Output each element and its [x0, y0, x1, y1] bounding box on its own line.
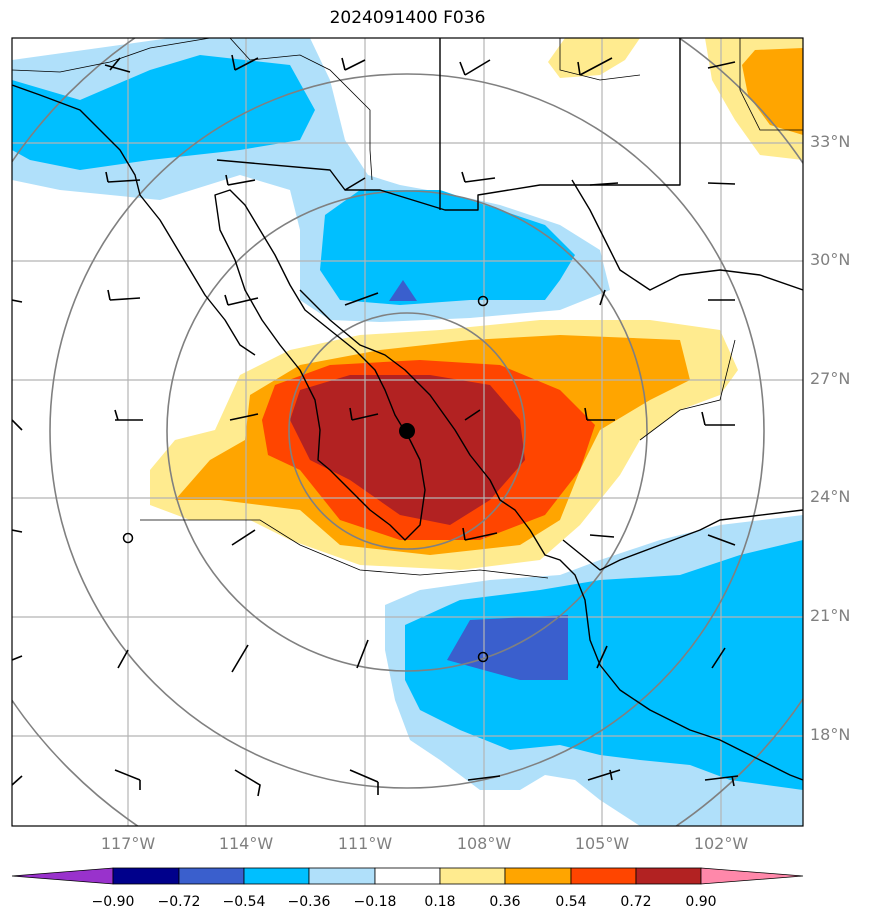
shading-blue-central: [320, 190, 575, 305]
colorbar-tick-label: 0.54: [555, 894, 587, 910]
colorbar-segment: [243, 867, 310, 885]
lon-label: 105°W: [574, 834, 630, 853]
colorbar-segment: [635, 867, 702, 885]
lon-label: 114°W: [218, 834, 274, 853]
shading-yellow-ne: [548, 38, 640, 78]
coastlines: [12, 38, 803, 781]
colorbar-extend-low: [11, 867, 114, 885]
shading-blue-nw: [12, 55, 315, 170]
open-circle-marker: [477, 295, 489, 307]
colorbar-tick-label: −0.90: [91, 894, 135, 910]
lon-label: 111°W: [337, 834, 393, 853]
lon-label: 108°W: [456, 834, 512, 853]
colorbar-tick-label: 0.90: [685, 894, 717, 910]
colorbar-tick-label: 0.18: [424, 894, 456, 910]
open-circle-marker: [122, 532, 134, 544]
wind-barbs: [12, 54, 739, 797]
colorbar-tick-label: −0.36: [287, 894, 331, 910]
shading-dark-red-central: [290, 375, 525, 525]
gridlines: [12, 38, 803, 826]
colorbar-segment: [374, 867, 441, 885]
lat-label: 24°N: [810, 487, 851, 506]
colorbar-segment: [308, 867, 376, 885]
lat-label: 33°N: [810, 132, 851, 151]
lon-label: 117°W: [100, 834, 156, 853]
colorbar-tick-label: −0.54: [222, 894, 266, 910]
colorbar-tick-label: −0.18: [353, 894, 397, 910]
map-frame: [11, 37, 804, 827]
center-dot: [399, 423, 415, 439]
colorbar-segment: [439, 867, 506, 885]
colorbar-tick-label: −0.72: [157, 894, 201, 910]
triangle-marker: [389, 280, 417, 301]
open-circle-marker: [477, 651, 489, 663]
lat-label: 21°N: [810, 606, 851, 625]
shading-dark-blue-se: [447, 615, 568, 680]
colorbar-segment: [570, 867, 637, 885]
colorbar: [11, 867, 804, 885]
colorbar-tick-label: 0.72: [620, 894, 652, 910]
colorbar-extend-high: [700, 867, 804, 885]
map-title: 2024091400 F036: [329, 8, 486, 28]
lon-label: 102°W: [693, 834, 749, 853]
colorbar-tick-label: 0.36: [489, 894, 521, 910]
shading-blue-se: [405, 540, 803, 790]
lat-label: 18°N: [810, 725, 851, 744]
shading-orange-ne: [742, 48, 803, 135]
lat-label: 27°N: [810, 369, 851, 388]
colorbar-segment: [504, 867, 572, 885]
lat-label: 30°N: [810, 250, 851, 269]
colorbar-segment: [112, 867, 180, 885]
colorbar-segment: [178, 867, 245, 885]
